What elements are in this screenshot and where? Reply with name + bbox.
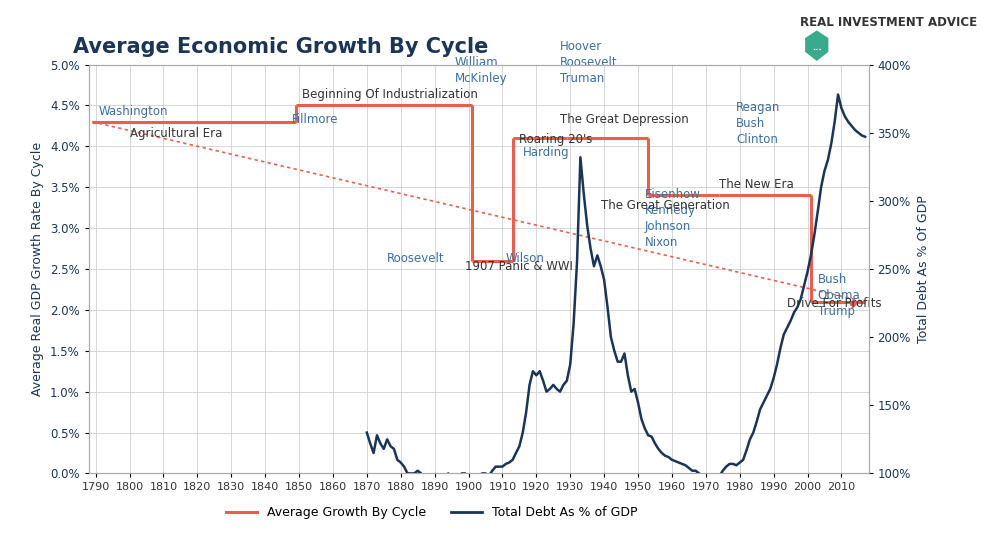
Text: William
McKinley: William McKinley <box>455 56 507 85</box>
Text: Wilson: Wilson <box>505 252 544 265</box>
Text: 1907 Panic & WWI: 1907 Panic & WWI <box>464 260 573 273</box>
Text: Roosevelt: Roosevelt <box>387 252 445 265</box>
Text: Bush
Obama
Trump: Bush Obama Trump <box>816 273 860 318</box>
Text: The New Era: The New Era <box>719 178 794 192</box>
Text: Average Economic Growth By Cycle: Average Economic Growth By Cycle <box>73 38 488 58</box>
Text: ...: ... <box>811 43 820 52</box>
Y-axis label: Average Real GDP Growth Rate By Cycle: Average Real GDP Growth Rate By Cycle <box>32 142 44 396</box>
Text: Drive For Profits: Drive For Profits <box>787 297 880 310</box>
Text: The Great Depression: The Great Depression <box>559 113 688 126</box>
Text: Roaring 20's: Roaring 20's <box>519 133 593 146</box>
Legend: Average Growth By Cycle, Total Debt As % of GDP: Average Growth By Cycle, Total Debt As %… <box>221 501 642 525</box>
Text: Harding: Harding <box>523 146 569 159</box>
Y-axis label: Total Debt As % Of GDP: Total Debt As % Of GDP <box>916 195 929 343</box>
Text: The Great Generation: The Great Generation <box>600 199 729 212</box>
Text: Washington: Washington <box>99 105 169 118</box>
Text: Agricultural Era: Agricultural Era <box>129 127 222 140</box>
Text: Beginning Of Industrialization: Beginning Of Industrialization <box>302 88 478 101</box>
Polygon shape <box>804 30 828 62</box>
Text: Reagan
Bush
Clinton: Reagan Bush Clinton <box>736 101 780 146</box>
Text: Fillmore: Fillmore <box>292 113 338 126</box>
Text: REAL INVESTMENT ADVICE: REAL INVESTMENT ADVICE <box>800 16 976 29</box>
Text: Eisenhow
Kennedy
Johnson
Nixon: Eisenhow Kennedy Johnson Nixon <box>644 188 700 249</box>
Text: Hoover
Roosevelt
Truman: Hoover Roosevelt Truman <box>559 40 617 85</box>
